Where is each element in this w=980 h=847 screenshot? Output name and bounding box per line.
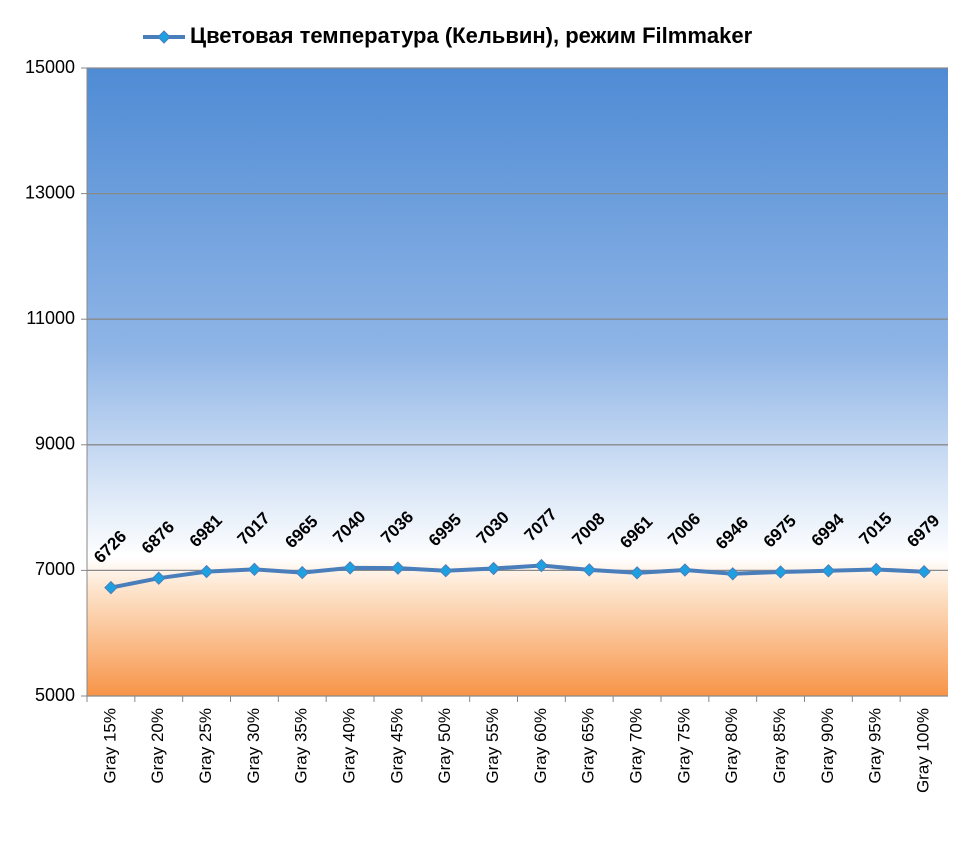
y-tick-label: 13000	[25, 182, 75, 202]
x-tick-label: Gray 80%	[722, 708, 741, 784]
x-tick-label: Gray 85%	[770, 708, 789, 784]
x-tick-label: Gray 95%	[866, 708, 885, 784]
marker	[534, 558, 549, 573]
y-tick-label: 5000	[35, 685, 75, 705]
marker	[917, 565, 931, 579]
x-tick-label: Gray 90%	[818, 708, 837, 784]
y-tick-label: 11000	[26, 308, 75, 328]
marker	[295, 565, 309, 580]
x-tick-label: Gray 70%	[627, 708, 646, 784]
marker	[247, 562, 262, 577]
y-tick-label: 7000	[35, 559, 75, 579]
x-tick-label: Gray 75%	[674, 708, 693, 784]
x-tick-label: Gray 45%	[387, 708, 406, 784]
marker	[869, 562, 883, 577]
series-line	[110, 563, 925, 590]
marker	[104, 580, 118, 595]
x-tick-label: Gray 55%	[483, 708, 502, 784]
x-tick-label: Gray 100%	[914, 708, 933, 793]
legend-marker	[157, 30, 171, 44]
x-tick-label: Gray 40%	[340, 708, 359, 784]
marker	[343, 561, 357, 575]
x-tick-label: Gray 50%	[435, 708, 454, 784]
marker	[486, 561, 501, 576]
x-tick-label: Gray 25%	[196, 708, 215, 784]
marker	[152, 571, 166, 585]
x-tick-label: Gray 20%	[148, 708, 167, 784]
x-tick-label: Gray 65%	[579, 708, 598, 784]
marker	[582, 563, 596, 577]
x-tick-label: Gray 30%	[244, 708, 263, 784]
plot-area	[87, 68, 948, 696]
legend-label: Цветовая температура (Кельвин), режим Fi…	[190, 23, 753, 48]
x-tick-label: Gray 60%	[531, 708, 550, 784]
x-tick-label: Gray 35%	[292, 708, 311, 784]
y-tick-label: 15000	[25, 57, 75, 77]
marker	[821, 564, 836, 578]
marker	[678, 563, 692, 577]
y-tick-label: 9000	[35, 434, 75, 454]
marker	[391, 561, 405, 575]
x-tick-label: Gray 15%	[100, 708, 119, 784]
marker	[630, 566, 644, 580]
marker	[773, 565, 788, 579]
marker	[726, 567, 740, 581]
marker	[199, 564, 214, 579]
marker	[439, 564, 453, 578]
